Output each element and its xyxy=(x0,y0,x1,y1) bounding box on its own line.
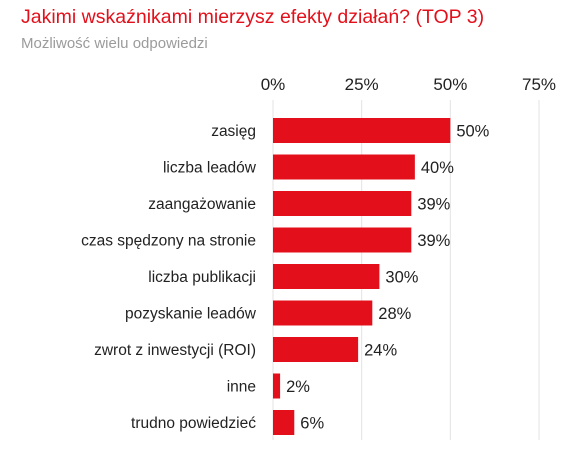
bar xyxy=(273,337,359,362)
x-tick-label: 50% xyxy=(433,75,467,94)
value-label: 40% xyxy=(421,159,454,177)
value-label: 6% xyxy=(300,415,324,433)
category-label: czas spędzony na stronie xyxy=(81,233,256,250)
x-tick-label: 75% xyxy=(522,75,556,94)
category-label: liczba publikacji xyxy=(148,269,256,286)
chart-title: Jakimi wskaźnikami mierzysz efekty dział… xyxy=(21,6,485,28)
category-label: zaangażowanie xyxy=(148,196,256,213)
bar xyxy=(273,300,373,326)
value-label: 30% xyxy=(385,269,418,287)
x-tick-label: 25% xyxy=(345,75,379,94)
category-label: trudno powiedzieć xyxy=(131,415,256,432)
category-label: zwrot z inwestycji (ROI) xyxy=(94,342,256,359)
bar xyxy=(273,227,412,253)
bar xyxy=(273,373,281,399)
value-label: 50% xyxy=(456,123,489,141)
category-label: inne xyxy=(227,379,256,396)
x-tick-label: 0% xyxy=(261,75,286,94)
value-label: 2% xyxy=(286,378,310,396)
category-label: liczba leadów xyxy=(163,160,257,177)
category-label: pozyskanie leadów xyxy=(125,306,257,323)
value-label: 28% xyxy=(378,305,411,323)
bar xyxy=(273,264,380,289)
value-label: 39% xyxy=(417,196,450,214)
value-label: 24% xyxy=(364,342,397,360)
bar xyxy=(273,191,412,216)
chart-subtitle: Możliwość wielu odpowiedzi xyxy=(21,35,208,52)
bar xyxy=(273,154,415,180)
category-label: zasięg xyxy=(211,123,256,140)
bar xyxy=(273,118,451,143)
value-label: 39% xyxy=(417,232,450,250)
bar xyxy=(273,410,295,435)
